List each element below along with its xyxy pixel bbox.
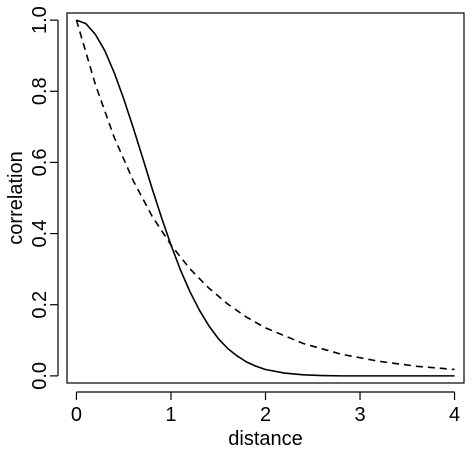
y-tick-label: 0.0	[29, 362, 51, 390]
y-axis-label: correlation	[5, 151, 27, 244]
x-tick-label: 2	[260, 404, 271, 426]
y-tick-label: 0.4	[29, 220, 51, 248]
x-axis: 0 1 2 3 4	[71, 391, 460, 426]
y-tick-label: 0.6	[29, 149, 51, 177]
x-tick-label: 1	[165, 404, 176, 426]
series-lines	[75, 19, 455, 377]
x-axis-label: distance	[228, 428, 303, 450]
x-tick-label: 4	[449, 404, 460, 426]
y-tick-label: 1.0	[29, 6, 51, 34]
x-tick-label: 0	[71, 404, 82, 426]
series-line-1-solid	[76, 19, 455, 377]
x-tick-label: 3	[354, 404, 365, 426]
series-line-2-dashed	[75, 19, 455, 371]
plot-frame	[66, 12, 465, 384]
y-axis: 0.0 0.2 0.4 0.6 0.8 1.0	[29, 6, 59, 390]
y-tick-label: 0.8	[29, 77, 51, 105]
y-tick-label: 0.2	[29, 291, 51, 319]
